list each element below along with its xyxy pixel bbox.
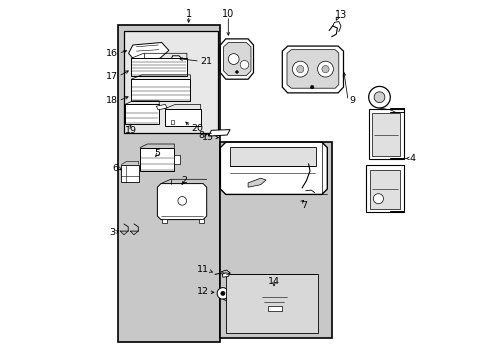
Bar	[173, 155, 180, 164]
Bar	[131, 79, 190, 101]
Bar	[118, 25, 220, 342]
Text: 6: 6	[112, 164, 118, 173]
Text: 10: 10	[222, 9, 234, 19]
Polygon shape	[220, 39, 253, 79]
Polygon shape	[286, 50, 338, 88]
Bar	[164, 109, 200, 126]
Polygon shape	[170, 56, 182, 64]
Text: 4: 4	[408, 154, 414, 163]
Circle shape	[317, 61, 333, 77]
Text: 9: 9	[348, 96, 354, 105]
Bar	[369, 170, 400, 209]
Bar	[162, 219, 166, 223]
Polygon shape	[247, 178, 265, 187]
Polygon shape	[223, 42, 250, 76]
Text: 3: 3	[108, 228, 115, 237]
Text: 19: 19	[125, 126, 137, 135]
Bar	[267, 306, 281, 311]
Circle shape	[228, 54, 239, 64]
Circle shape	[292, 61, 307, 77]
Polygon shape	[157, 184, 206, 220]
Bar	[230, 147, 316, 166]
Polygon shape	[222, 273, 230, 277]
Bar	[366, 165, 403, 212]
Circle shape	[220, 291, 224, 296]
Bar	[371, 113, 400, 156]
Circle shape	[373, 194, 383, 204]
Text: 16: 16	[105, 49, 118, 58]
Text: 18: 18	[105, 96, 118, 105]
Text: 15: 15	[201, 133, 213, 142]
Circle shape	[296, 66, 303, 73]
Circle shape	[373, 92, 384, 103]
Text: 2: 2	[181, 176, 186, 185]
Bar	[131, 58, 186, 76]
Circle shape	[217, 288, 228, 299]
Text: 17: 17	[105, 72, 118, 81]
Text: 20: 20	[191, 124, 203, 133]
Bar	[123, 31, 217, 133]
Bar	[199, 219, 203, 223]
Text: 5: 5	[154, 149, 160, 158]
Circle shape	[178, 197, 186, 205]
Polygon shape	[259, 285, 289, 307]
Circle shape	[240, 60, 248, 69]
Text: 13: 13	[334, 10, 346, 20]
Bar	[226, 274, 318, 333]
Bar	[220, 142, 331, 338]
Circle shape	[310, 85, 313, 89]
Polygon shape	[128, 42, 168, 60]
Bar	[121, 165, 139, 182]
Polygon shape	[220, 142, 326, 194]
Circle shape	[235, 71, 238, 73]
Polygon shape	[208, 130, 230, 136]
Text: 21: 21	[200, 57, 212, 66]
Text: 1: 1	[185, 9, 191, 19]
Bar	[368, 109, 403, 159]
Circle shape	[368, 86, 389, 108]
Text: 12: 12	[196, 287, 208, 296]
Text: 11: 11	[196, 266, 208, 274]
Polygon shape	[156, 104, 167, 110]
Text: 7: 7	[301, 201, 307, 210]
Text: 14: 14	[267, 277, 280, 286]
Circle shape	[321, 66, 328, 73]
Bar	[125, 104, 159, 124]
Bar	[140, 148, 174, 171]
Polygon shape	[282, 46, 343, 93]
Text: 8: 8	[198, 130, 204, 139]
